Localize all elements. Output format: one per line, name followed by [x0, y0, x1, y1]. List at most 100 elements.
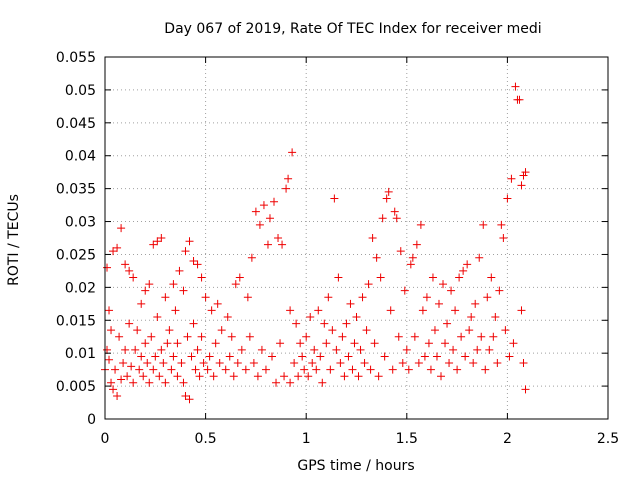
data-point [265, 214, 274, 223]
data-point [346, 299, 355, 308]
data-point [193, 345, 202, 354]
data-point [481, 365, 490, 374]
data-point [267, 352, 276, 361]
data-point [410, 332, 419, 341]
x-tick-label: 0 [101, 431, 110, 447]
y-tick-label: 0.02 [65, 280, 96, 296]
y-tick-label: 0.04 [65, 149, 96, 165]
y-tick-label: 0.01 [65, 346, 96, 362]
data-point [253, 372, 262, 381]
data-point [398, 359, 407, 368]
data-point [308, 359, 317, 368]
data-point [432, 352, 441, 361]
data-point [420, 352, 429, 361]
y-tick-label: 0.055 [56, 50, 96, 66]
data-point [139, 372, 148, 381]
y-tick-label: 0.05 [65, 83, 96, 99]
data-point [129, 378, 138, 387]
data-point [378, 214, 387, 223]
data-point [237, 345, 246, 354]
data-point [356, 345, 365, 354]
data-point [288, 148, 297, 157]
data-point [241, 365, 250, 374]
data-point [147, 332, 156, 341]
data-point [157, 234, 166, 242]
data-point [171, 306, 180, 315]
y-tick-label: 0.03 [65, 215, 96, 231]
data-point [521, 385, 530, 394]
data-point [483, 293, 492, 302]
x-tick-label: 2.5 [597, 431, 619, 447]
data-point [181, 247, 190, 256]
data-point [209, 372, 218, 381]
y-tick-label: 0 [87, 412, 96, 428]
data-point [489, 332, 498, 341]
data-point [165, 326, 174, 335]
data-point [497, 220, 506, 229]
data-point [257, 345, 266, 354]
data-point [320, 319, 329, 328]
data-point [103, 263, 112, 272]
data-point [521, 168, 530, 177]
data-point [342, 319, 351, 328]
data-point [326, 365, 335, 374]
data-point [374, 372, 383, 381]
data-point [294, 372, 303, 381]
data-point [324, 293, 333, 302]
data-point [336, 359, 345, 368]
data-point [507, 174, 516, 183]
data-point [133, 326, 142, 335]
data-point [493, 359, 502, 368]
data-point [402, 345, 411, 354]
data-point [105, 355, 114, 364]
data-point [296, 339, 305, 348]
data-point [149, 365, 158, 374]
data-point [169, 280, 178, 289]
data-point [302, 332, 311, 341]
data-point [251, 207, 260, 216]
data-point [185, 237, 194, 246]
data-point [434, 299, 443, 308]
data-point [358, 293, 367, 302]
data-point [457, 332, 466, 341]
data-point [473, 345, 482, 354]
data-point [189, 257, 198, 266]
data-point [123, 372, 132, 381]
data-point [509, 339, 518, 348]
data-point [207, 306, 216, 315]
grid-lines [105, 57, 608, 419]
x-tick-label: 1.5 [396, 431, 418, 447]
data-point [155, 372, 164, 381]
data-point [334, 273, 343, 282]
data-point [368, 234, 377, 242]
data-point [298, 352, 307, 361]
data-point [215, 359, 224, 368]
data-point [380, 352, 389, 361]
data-point [183, 332, 192, 341]
data-point [169, 352, 178, 361]
data-point [430, 326, 439, 335]
data-point [121, 260, 130, 269]
data-point [211, 339, 220, 348]
data-point [292, 319, 301, 328]
data-point [249, 359, 258, 368]
data-point [135, 365, 144, 374]
data-point [151, 352, 160, 361]
data-point [201, 293, 210, 302]
data-point [117, 224, 126, 233]
data-point [505, 352, 514, 361]
data-point [117, 375, 126, 384]
data-point [485, 345, 494, 354]
data-point [225, 352, 234, 361]
data-point [125, 266, 134, 275]
data-point [145, 378, 154, 387]
data-point [316, 352, 325, 361]
data-point [491, 312, 500, 321]
data-point [310, 345, 319, 354]
y-tick-label: 0.035 [56, 182, 96, 198]
data-point [286, 306, 295, 315]
y-tick-label: 0.015 [56, 313, 96, 329]
data-point [372, 253, 381, 262]
data-point [103, 345, 112, 354]
data-point [145, 280, 154, 289]
